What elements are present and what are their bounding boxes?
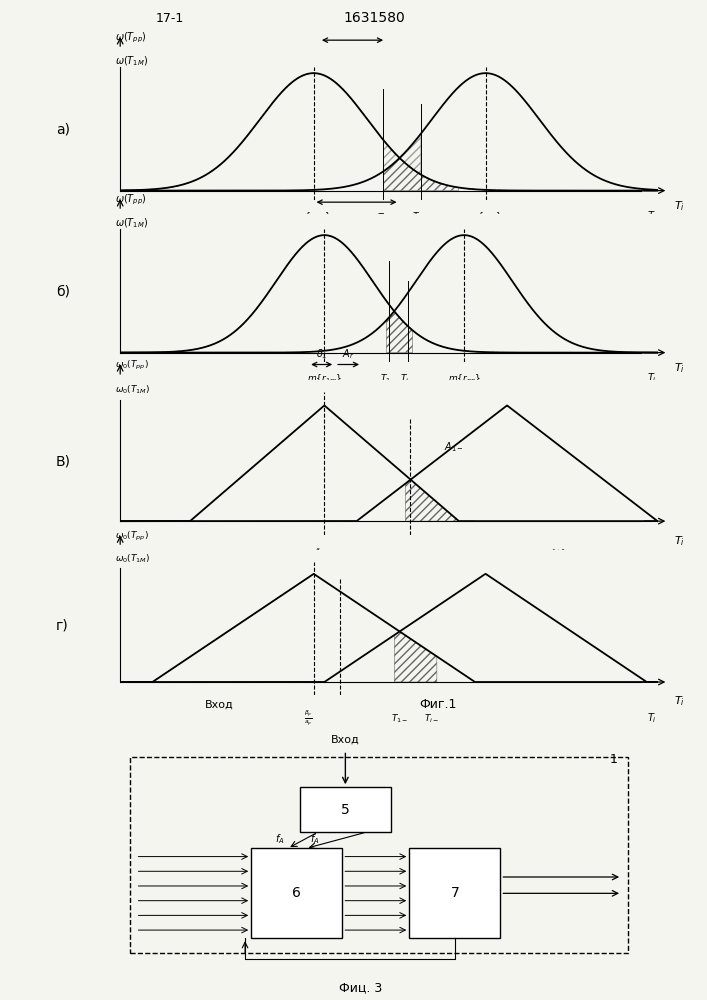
Text: $T_i$: $T_i$ xyxy=(647,711,657,725)
Text: $T_i$: $T_i$ xyxy=(647,209,657,223)
Text: $T_i$: $T_i$ xyxy=(674,199,684,213)
Text: $f_A$: $f_A$ xyxy=(310,832,320,846)
Text: $\omega(T_{1M})$: $\omega(T_{1M})$ xyxy=(115,54,148,68)
Text: $\omega(T_{pp})$: $\omega(T_{pp})$ xyxy=(115,193,146,207)
Text: $T_{i-}$: $T_{i-}$ xyxy=(400,372,415,385)
Text: $\beta_1$: $\beta_1$ xyxy=(189,551,201,564)
Text: $\frac{\delta+\beta_1}{a}$: $\frac{\delta+\beta_1}{a}$ xyxy=(551,548,568,564)
Text: $\omega(T_{1M})$: $\omega(T_{1M})$ xyxy=(115,216,148,230)
Text: 1: 1 xyxy=(610,753,618,766)
Text: $T_{i-}$: $T_{i-}$ xyxy=(403,551,418,563)
Bar xyxy=(129,757,628,953)
Text: $\frac{\delta}{a}$: $\frac{\delta}{a}$ xyxy=(462,549,467,564)
Text: $T_{i-}$: $T_{i-}$ xyxy=(430,551,445,563)
Text: Фиц. 3: Фиц. 3 xyxy=(339,981,382,994)
Text: $m\{r_{1m}\}$: $m\{r_{1m}\}$ xyxy=(307,372,342,385)
Text: $T_{1-}$: $T_{1-}$ xyxy=(380,372,397,385)
Text: $\frac{\beta_p}{a_p}$: $\frac{\beta_p}{a_p}$ xyxy=(304,709,312,728)
Text: $\delta_1$: $\delta_1$ xyxy=(316,347,327,361)
Text: $T_{1-}$: $T_{1-}$ xyxy=(412,210,430,223)
Text: $T_i$: $T_i$ xyxy=(647,371,657,385)
Text: $m\{r_{pp}\}$: $m\{r_{pp}\}$ xyxy=(448,373,481,386)
Text: $T_i$: $T_i$ xyxy=(647,550,657,564)
Text: $f_A$: $f_A$ xyxy=(276,832,285,846)
Text: $\omega_0(T_{1M})$: $\omega_0(T_{1M})$ xyxy=(115,383,150,396)
Text: Вход: Вход xyxy=(205,700,233,710)
Text: $A_{1-}$: $A_{1-}$ xyxy=(443,440,463,454)
Text: 1631580: 1631580 xyxy=(344,11,406,25)
Text: $\frac{\beta_p}{a_p}$: $\frac{\beta_p}{a_p}$ xyxy=(315,547,323,566)
Text: 7: 7 xyxy=(450,886,459,900)
Bar xyxy=(409,848,501,938)
Text: $T_-$: $T_-$ xyxy=(377,212,390,221)
Text: В): В) xyxy=(56,454,71,468)
Text: $\omega_0(T_{pp})$: $\omega_0(T_{pp})$ xyxy=(115,530,148,543)
Text: б): б) xyxy=(56,284,70,298)
Text: $\omega(T_{pp})$: $\omega(T_{pp})$ xyxy=(115,31,146,45)
Text: $A_r$: $A_r$ xyxy=(342,347,355,361)
Text: $\omega_0(T_{1M})$: $\omega_0(T_{1M})$ xyxy=(115,553,150,565)
Text: г): г) xyxy=(56,619,69,633)
Text: $T_i$: $T_i$ xyxy=(674,361,684,375)
Text: $\omega_0(T_{pp})$: $\omega_0(T_{pp})$ xyxy=(115,359,148,372)
Bar xyxy=(251,848,342,938)
Text: 5: 5 xyxy=(341,803,350,817)
Text: 17-1: 17-1 xyxy=(156,12,184,25)
Bar xyxy=(300,787,391,832)
Text: а): а) xyxy=(56,122,70,136)
Text: $m\{r_{pp}\}$: $m\{r_{pp}\}$ xyxy=(469,211,502,224)
Text: $T_i$: $T_i$ xyxy=(674,534,684,548)
Text: $T_{1-}$: $T_{1-}$ xyxy=(391,712,408,725)
Text: Фиг.1: Фиг.1 xyxy=(420,698,457,711)
Text: 6: 6 xyxy=(292,886,301,900)
Text: $T_{i-}$: $T_{i-}$ xyxy=(424,712,439,725)
Text: $T_i$: $T_i$ xyxy=(674,694,684,708)
Text: Вход: Вход xyxy=(331,734,360,744)
Text: $m\{r_{1m}\}$: $m\{r_{1m}\}$ xyxy=(296,210,331,223)
